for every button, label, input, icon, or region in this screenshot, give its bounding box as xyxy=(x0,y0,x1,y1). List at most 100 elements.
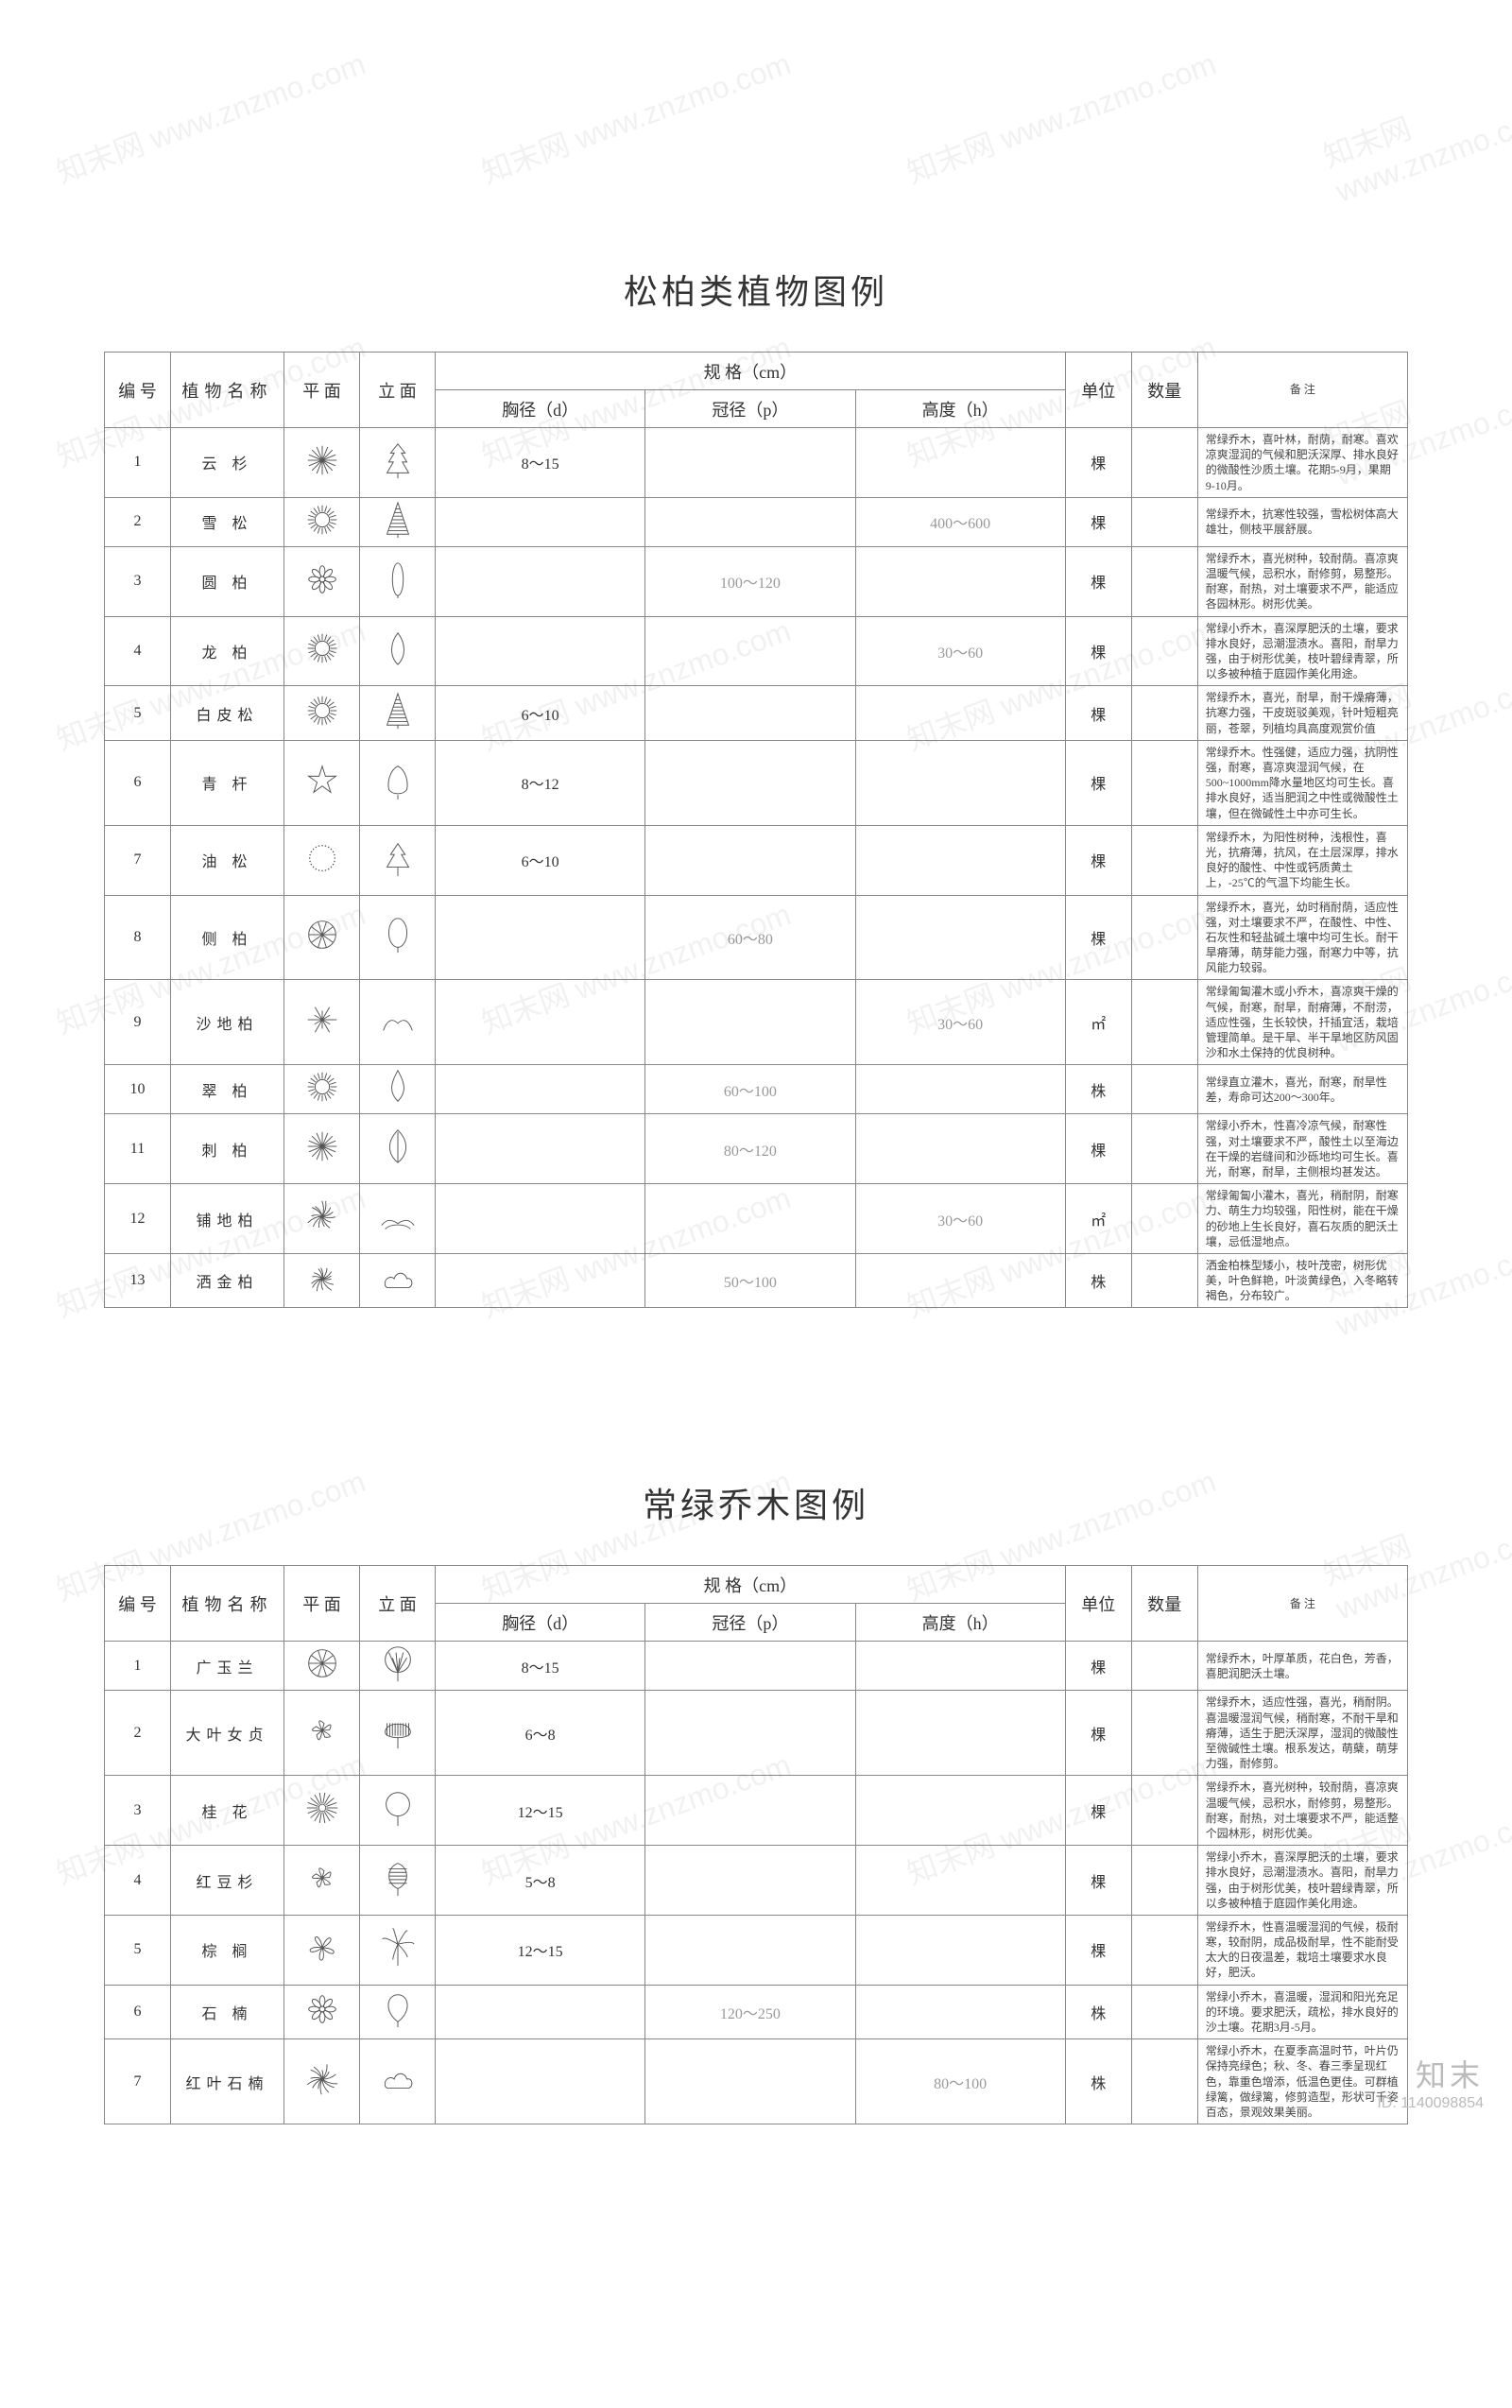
cell-no: 13 xyxy=(105,1253,171,1308)
hdr-note: 备 注 xyxy=(1197,1566,1407,1642)
table-row: 1 云 杉 8～15 棵 常绿乔木，喜叶林，耐荫，耐寒。喜欢凉爽湿润的气候和肥沃… xyxy=(105,428,1408,498)
cell-name: 石 楠 xyxy=(171,1985,284,2039)
cell-p: 50～100 xyxy=(645,1253,855,1308)
cell-d xyxy=(436,1184,645,1254)
table-row: 5 白皮松 6～10 棵 常绿乔木，喜光，耐旱，耐干燥瘠薄，抗寒力强，干皮斑驳美… xyxy=(105,686,1408,741)
cell-qty xyxy=(1131,980,1197,1065)
cell-p xyxy=(645,980,855,1065)
cell-p xyxy=(645,1846,855,1916)
cell-no: 8 xyxy=(105,895,171,980)
cell-d: 8～15 xyxy=(436,1642,645,1691)
cell-note: 常绿乔木，喜光，幼时稍耐荫，适应性强，对土壤要求不严，在酸性、中性、石灰性和轻盐… xyxy=(1197,895,1407,980)
cell-note: 常绿乔木。性强健，适应力强，抗阴性强，耐寒，喜凉爽湿润气候，在500~1000m… xyxy=(1197,740,1407,825)
elev-icon xyxy=(360,1184,436,1254)
elev-icon xyxy=(360,1065,436,1114)
cell-unit: 棵 xyxy=(1065,1776,1131,1846)
cell-unit: 棵 xyxy=(1065,825,1131,895)
cell-qty xyxy=(1131,1985,1197,2039)
hdr-note: 备 注 xyxy=(1197,353,1407,428)
hdr-qty: 数量 xyxy=(1131,353,1197,428)
cell-unit: ㎡ xyxy=(1065,980,1131,1065)
cell-note: 常绿乔木，性喜温暖湿润的气候，极耐寒，较耐阴，成品极耐旱，性不能耐受太大的日夜温… xyxy=(1197,1915,1407,1985)
hdr-qty: 数量 xyxy=(1131,1566,1197,1642)
cell-d xyxy=(436,980,645,1065)
cell-name: 雪 松 xyxy=(171,497,284,546)
cell-h xyxy=(855,1253,1065,1308)
cell-note: 常绿乔木，抗寒性较强，雪松树体高大雄壮，侧枝平展舒展。 xyxy=(1197,497,1407,546)
cell-no: 5 xyxy=(105,686,171,741)
cell-no: 6 xyxy=(105,1985,171,2039)
cell-d xyxy=(436,1253,645,1308)
cell-p: 80～120 xyxy=(645,1114,855,1184)
cell-p xyxy=(645,1915,855,1985)
elev-icon xyxy=(360,980,436,1065)
cell-qty xyxy=(1131,825,1197,895)
cell-d xyxy=(436,497,645,546)
cell-qty xyxy=(1131,1846,1197,1916)
elev-icon xyxy=(360,1691,436,1776)
cell-p xyxy=(645,1642,855,1691)
elev-icon xyxy=(360,1776,436,1846)
hdr-spec: 规 格（cm） xyxy=(436,1566,1066,1604)
cell-p xyxy=(645,1776,855,1846)
table-row: 12 铺地柏 30～60 ㎡ 常绿匍匐小灌木，喜光，稍耐阴，耐寒力、萌生力均较强… xyxy=(105,1184,1408,1254)
elev-icon xyxy=(360,2039,436,2124)
cell-h xyxy=(855,546,1065,616)
cell-d xyxy=(436,546,645,616)
cell-d: 6～10 xyxy=(436,686,645,741)
table-row: 13 洒金柏 50～100 株 洒金柏株型矮小，枝叶茂密，树形优美，叶色鲜艳，叶… xyxy=(105,1253,1408,1308)
table-row: 11 刺 柏 80～120 棵 常绿小乔木，性喜冷凉气候，耐寒性强，对土壤要求不… xyxy=(105,1114,1408,1184)
cell-p: 100～120 xyxy=(645,546,855,616)
cell-name: 侧 柏 xyxy=(171,895,284,980)
hdr-unit: 单位 xyxy=(1065,1566,1131,1642)
cell-unit: 棵 xyxy=(1065,740,1131,825)
cell-d: 12～15 xyxy=(436,1915,645,1985)
plan-icon xyxy=(284,825,360,895)
cell-d: 12～15 xyxy=(436,1776,645,1846)
cell-note: 洒金柏株型矮小，枝叶茂密，树形优美，叶色鲜艳，叶淡黄绿色，入冬略转褐色，分布较广… xyxy=(1197,1253,1407,1308)
cell-unit: 棵 xyxy=(1065,497,1131,546)
elev-icon xyxy=(360,686,436,741)
section-0: 松柏类植物图例 编 号 植物名称 平 面 立 面 规 格（cm） 单位 数量 备… xyxy=(104,265,1408,1308)
cell-qty xyxy=(1131,1065,1197,1114)
table-row: 2 大叶女贞 6～8 棵 常绿乔木，适应性强，喜光，稍耐阴。喜温暖湿润气候，稍耐… xyxy=(105,1691,1408,1776)
cell-p xyxy=(645,686,855,741)
hdr-unit: 单位 xyxy=(1065,353,1131,428)
table-row: 7 红叶石楠 80～100 株 常绿小乔木，在夏季高温时节，叶片仍保持亮绿色；秋… xyxy=(105,2039,1408,2124)
cell-no: 3 xyxy=(105,1776,171,1846)
cell-name: 洒金柏 xyxy=(171,1253,284,1308)
cell-qty xyxy=(1131,1184,1197,1254)
cell-d xyxy=(436,1065,645,1114)
cell-name: 红豆杉 xyxy=(171,1846,284,1916)
cell-d: 8～12 xyxy=(436,740,645,825)
cell-unit: 棵 xyxy=(1065,895,1131,980)
cell-h xyxy=(855,1065,1065,1114)
cell-p xyxy=(645,428,855,498)
brand-id: ID: 1140098854 xyxy=(1377,2095,1484,2112)
plan-icon xyxy=(284,1253,360,1308)
cell-no: 6 xyxy=(105,740,171,825)
elev-icon xyxy=(360,497,436,546)
plan-icon xyxy=(284,1642,360,1691)
cell-no: 1 xyxy=(105,1642,171,1691)
plan-icon xyxy=(284,1184,360,1254)
plan-icon xyxy=(284,2039,360,2124)
hdr-h: 高度（h） xyxy=(855,390,1065,428)
cell-name: 广玉兰 xyxy=(171,1642,284,1691)
cell-name: 红叶石楠 xyxy=(171,2039,284,2124)
cell-unit: 棵 xyxy=(1065,1915,1131,1985)
table-row: 6 石 楠 120～250 株 常绿小乔木，喜温暖，湿润和阳光充足的环境。要求肥… xyxy=(105,1985,1408,2039)
elev-icon xyxy=(360,1253,436,1308)
elev-icon xyxy=(360,1846,436,1916)
cell-name: 沙地柏 xyxy=(171,980,284,1065)
cell-name: 青 杆 xyxy=(171,740,284,825)
elev-icon xyxy=(360,616,436,686)
plant-table: 编 号 植物名称 平 面 立 面 规 格（cm） 单位 数量 备 注 胸径（d）… xyxy=(104,1565,1408,2124)
cell-d xyxy=(436,2039,645,2124)
cell-qty xyxy=(1131,1114,1197,1184)
cell-h xyxy=(855,1846,1065,1916)
plan-icon xyxy=(284,1985,360,2039)
table-row: 3 圆 柏 100～120 棵 常绿乔木，喜光树种，较耐荫。喜凉爽温暖气候，忌积… xyxy=(105,546,1408,616)
hdr-name: 植物名称 xyxy=(171,1566,284,1642)
cell-name: 刺 柏 xyxy=(171,1114,284,1184)
